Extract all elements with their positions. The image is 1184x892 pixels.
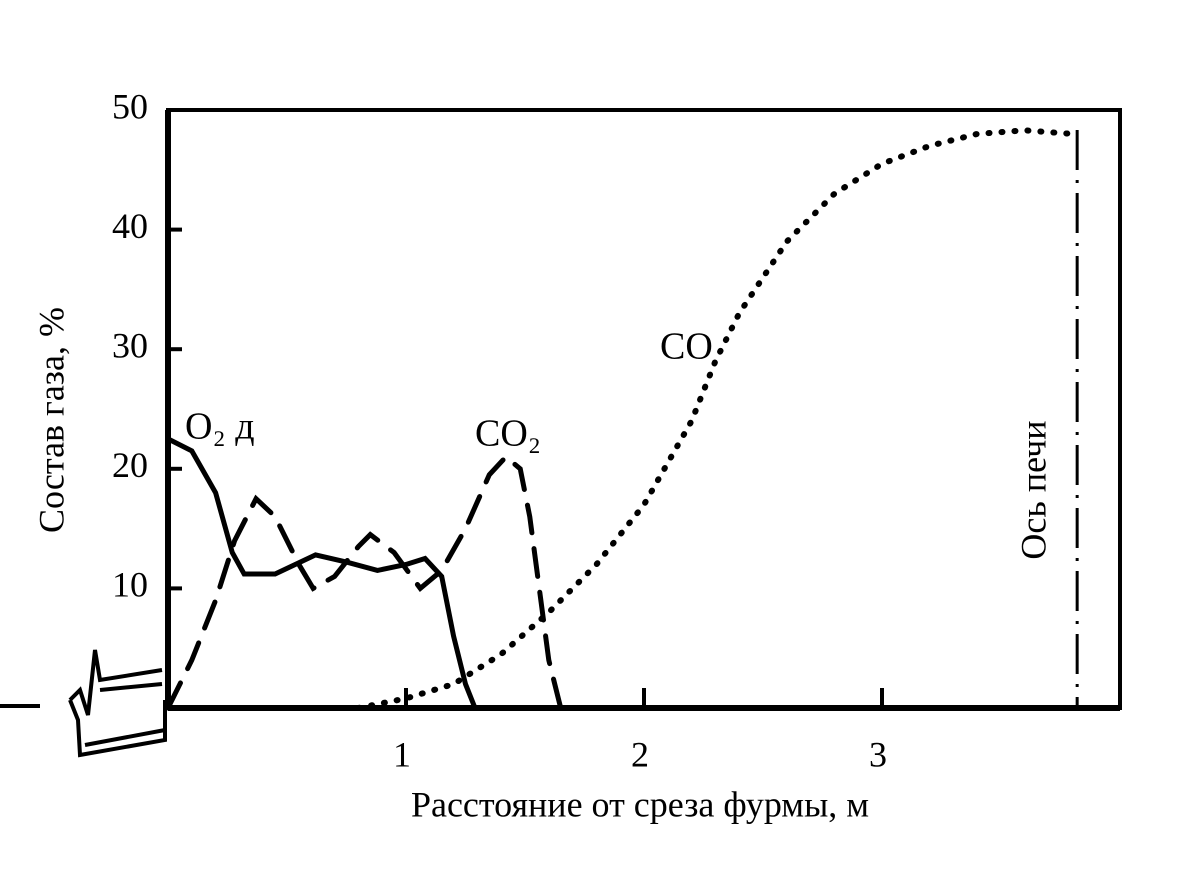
- y-tick-label: 50: [112, 86, 148, 126]
- y-tick-label: 30: [112, 325, 148, 365]
- series-line: [165, 436, 478, 711]
- annotation: Ось печи: [1013, 420, 1053, 559]
- series-label: O₂ д: [185, 406, 255, 448]
- series-line: [355, 127, 1076, 711]
- tuyere: [0, 649, 167, 758]
- series-label: CO₂: [475, 413, 541, 455]
- series-line: [165, 453, 564, 711]
- series-label: CO: [660, 326, 713, 368]
- y-tick-label: 20: [112, 445, 148, 485]
- plot-frame: [166, 108, 1122, 710]
- x-tick-label: 1: [393, 734, 411, 774]
- y-axis-label: Состав газа, %: [31, 307, 71, 533]
- x-axis-label: Расстояние от среза фурмы, м: [411, 784, 869, 824]
- x-tick-label: 2: [631, 734, 649, 774]
- y-tick-label: 40: [112, 206, 148, 246]
- y-tick-label: 10: [112, 565, 148, 605]
- x-tick-label: 3: [869, 734, 887, 774]
